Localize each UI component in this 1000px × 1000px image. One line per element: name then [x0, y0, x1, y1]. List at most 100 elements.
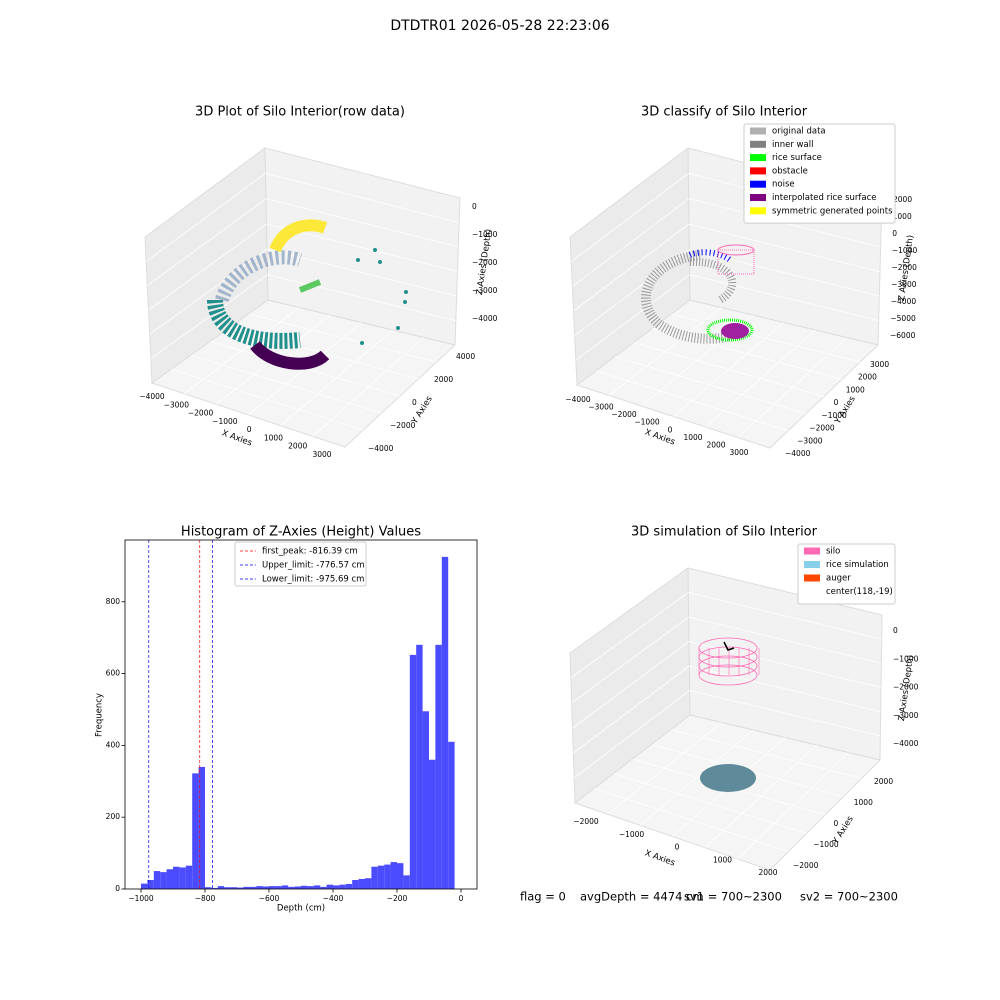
x-tick-label: 3000: [729, 448, 748, 457]
legend-label: obstacle: [772, 166, 808, 176]
bar: [409, 654, 417, 889]
status-text: flag = 0: [520, 890, 566, 904]
bar: [301, 885, 308, 889]
bar: [173, 866, 180, 889]
z-tick-label: −4000: [891, 297, 917, 306]
x-tick-label: −1000: [634, 418, 660, 427]
legend-swatch: [750, 167, 766, 175]
panel-title: Histogram of Z-Axies (Height) Values: [181, 525, 421, 540]
bar: [237, 887, 244, 889]
pane-grid: [572, 641, 690, 729]
point-cloud: [640, 250, 748, 344]
bar: [397, 863, 404, 889]
z-tick-label: 1000: [893, 212, 912, 221]
point-cloud: [215, 250, 303, 303]
pane-grid: [570, 592, 689, 679]
pane-grid: [147, 198, 267, 286]
x-tick-label: −2000: [188, 409, 214, 418]
y-tick-label: 0: [834, 819, 839, 828]
y-tick-label: −2000: [390, 421, 416, 430]
pane-grid: [573, 690, 690, 779]
pane-grid: [267, 274, 456, 321]
bar: [192, 773, 199, 889]
silo-wireframe: [698, 637, 758, 659]
legend-swatch: [750, 207, 766, 215]
point-cloud: [688, 249, 732, 263]
bar: [166, 869, 173, 889]
bar: [313, 885, 321, 889]
bar: [429, 759, 436, 889]
bar: [198, 766, 205, 889]
bar: [153, 871, 161, 889]
pane-grid: [573, 223, 690, 312]
bar: [377, 865, 385, 889]
z-tick-label: −2000: [892, 263, 918, 272]
pane-grid: [573, 665, 690, 754]
z-tick-label: −1000: [893, 654, 919, 663]
legend-label: Lower_limit: -975.69 cm: [262, 575, 364, 585]
y-tick-label: 0: [115, 884, 120, 893]
interpolated-surface: [721, 323, 749, 339]
bar: [211, 887, 218, 889]
plot-frame: [124, 539, 478, 890]
bar: [141, 883, 148, 889]
x-tick-label: −3000: [164, 400, 190, 409]
point-cloud: [689, 257, 737, 304]
x-tick-label: −1000: [128, 894, 154, 903]
y-tick-label: −3000: [797, 436, 823, 445]
pane-grid: [574, 249, 690, 336]
x-tick-label: −4000: [139, 392, 165, 401]
pane-grid: [575, 274, 690, 361]
x-tick-label: −3000: [588, 403, 614, 412]
point-cloud: [269, 219, 328, 253]
x-tick-label: −400: [323, 894, 344, 903]
bar: [307, 886, 314, 889]
bar: [262, 886, 269, 889]
bar: [326, 884, 333, 889]
figure-title: DTDTR01 2026-05-28 22:23:06: [390, 18, 609, 34]
z-tick-label: −5000: [890, 314, 916, 323]
legend-label: rice surface: [772, 153, 822, 163]
y-tick-label: 1000: [854, 798, 873, 807]
bar: [288, 886, 295, 889]
x-tick-label: 1000: [683, 433, 702, 442]
legend-swatch: [750, 194, 766, 201]
pane-grid: [689, 274, 879, 321]
legend-box: [743, 123, 896, 224]
silo-wireframe: [698, 664, 758, 686]
bar: [294, 886, 301, 889]
pane-grid: [671, 313, 861, 363]
z-tick-label: 2000: [893, 195, 912, 204]
bar: [384, 864, 391, 889]
x-tick-label: 0: [247, 425, 252, 434]
y-tick-label: 4000: [456, 352, 475, 361]
y-tick-label: −4000: [785, 449, 811, 458]
z-tick-label: −3000: [893, 711, 919, 720]
legend-label: symmetric generated points: [772, 206, 893, 216]
x-tick-label: 2000: [288, 442, 307, 451]
point-cloud: [250, 340, 330, 370]
point: [404, 290, 408, 294]
y-tick-label: 0: [834, 398, 839, 407]
bar: [441, 556, 449, 889]
x-tick-label: −1000: [619, 830, 645, 839]
point: [396, 326, 400, 330]
bar: [339, 884, 346, 889]
pane-grid: [265, 172, 460, 223]
bar: [160, 872, 167, 889]
x-tick-label: 3000: [312, 450, 331, 459]
bar: [230, 887, 237, 889]
x-tick-label: −200: [387, 894, 408, 903]
status-text: sv1 = 700~2300: [684, 890, 782, 904]
y-tick-label: 0: [412, 398, 417, 407]
z-tick-label: 0: [893, 626, 898, 635]
point: [403, 300, 407, 304]
bar: [390, 862, 397, 889]
point-cloud: [298, 279, 322, 293]
y-tick-label: 2000: [434, 375, 453, 384]
bar: [448, 741, 455, 889]
bar: [205, 887, 212, 889]
z-tick-label: −1000: [472, 230, 498, 239]
bar: [352, 880, 359, 889]
legend-label: interpolated rice surface: [772, 193, 877, 203]
